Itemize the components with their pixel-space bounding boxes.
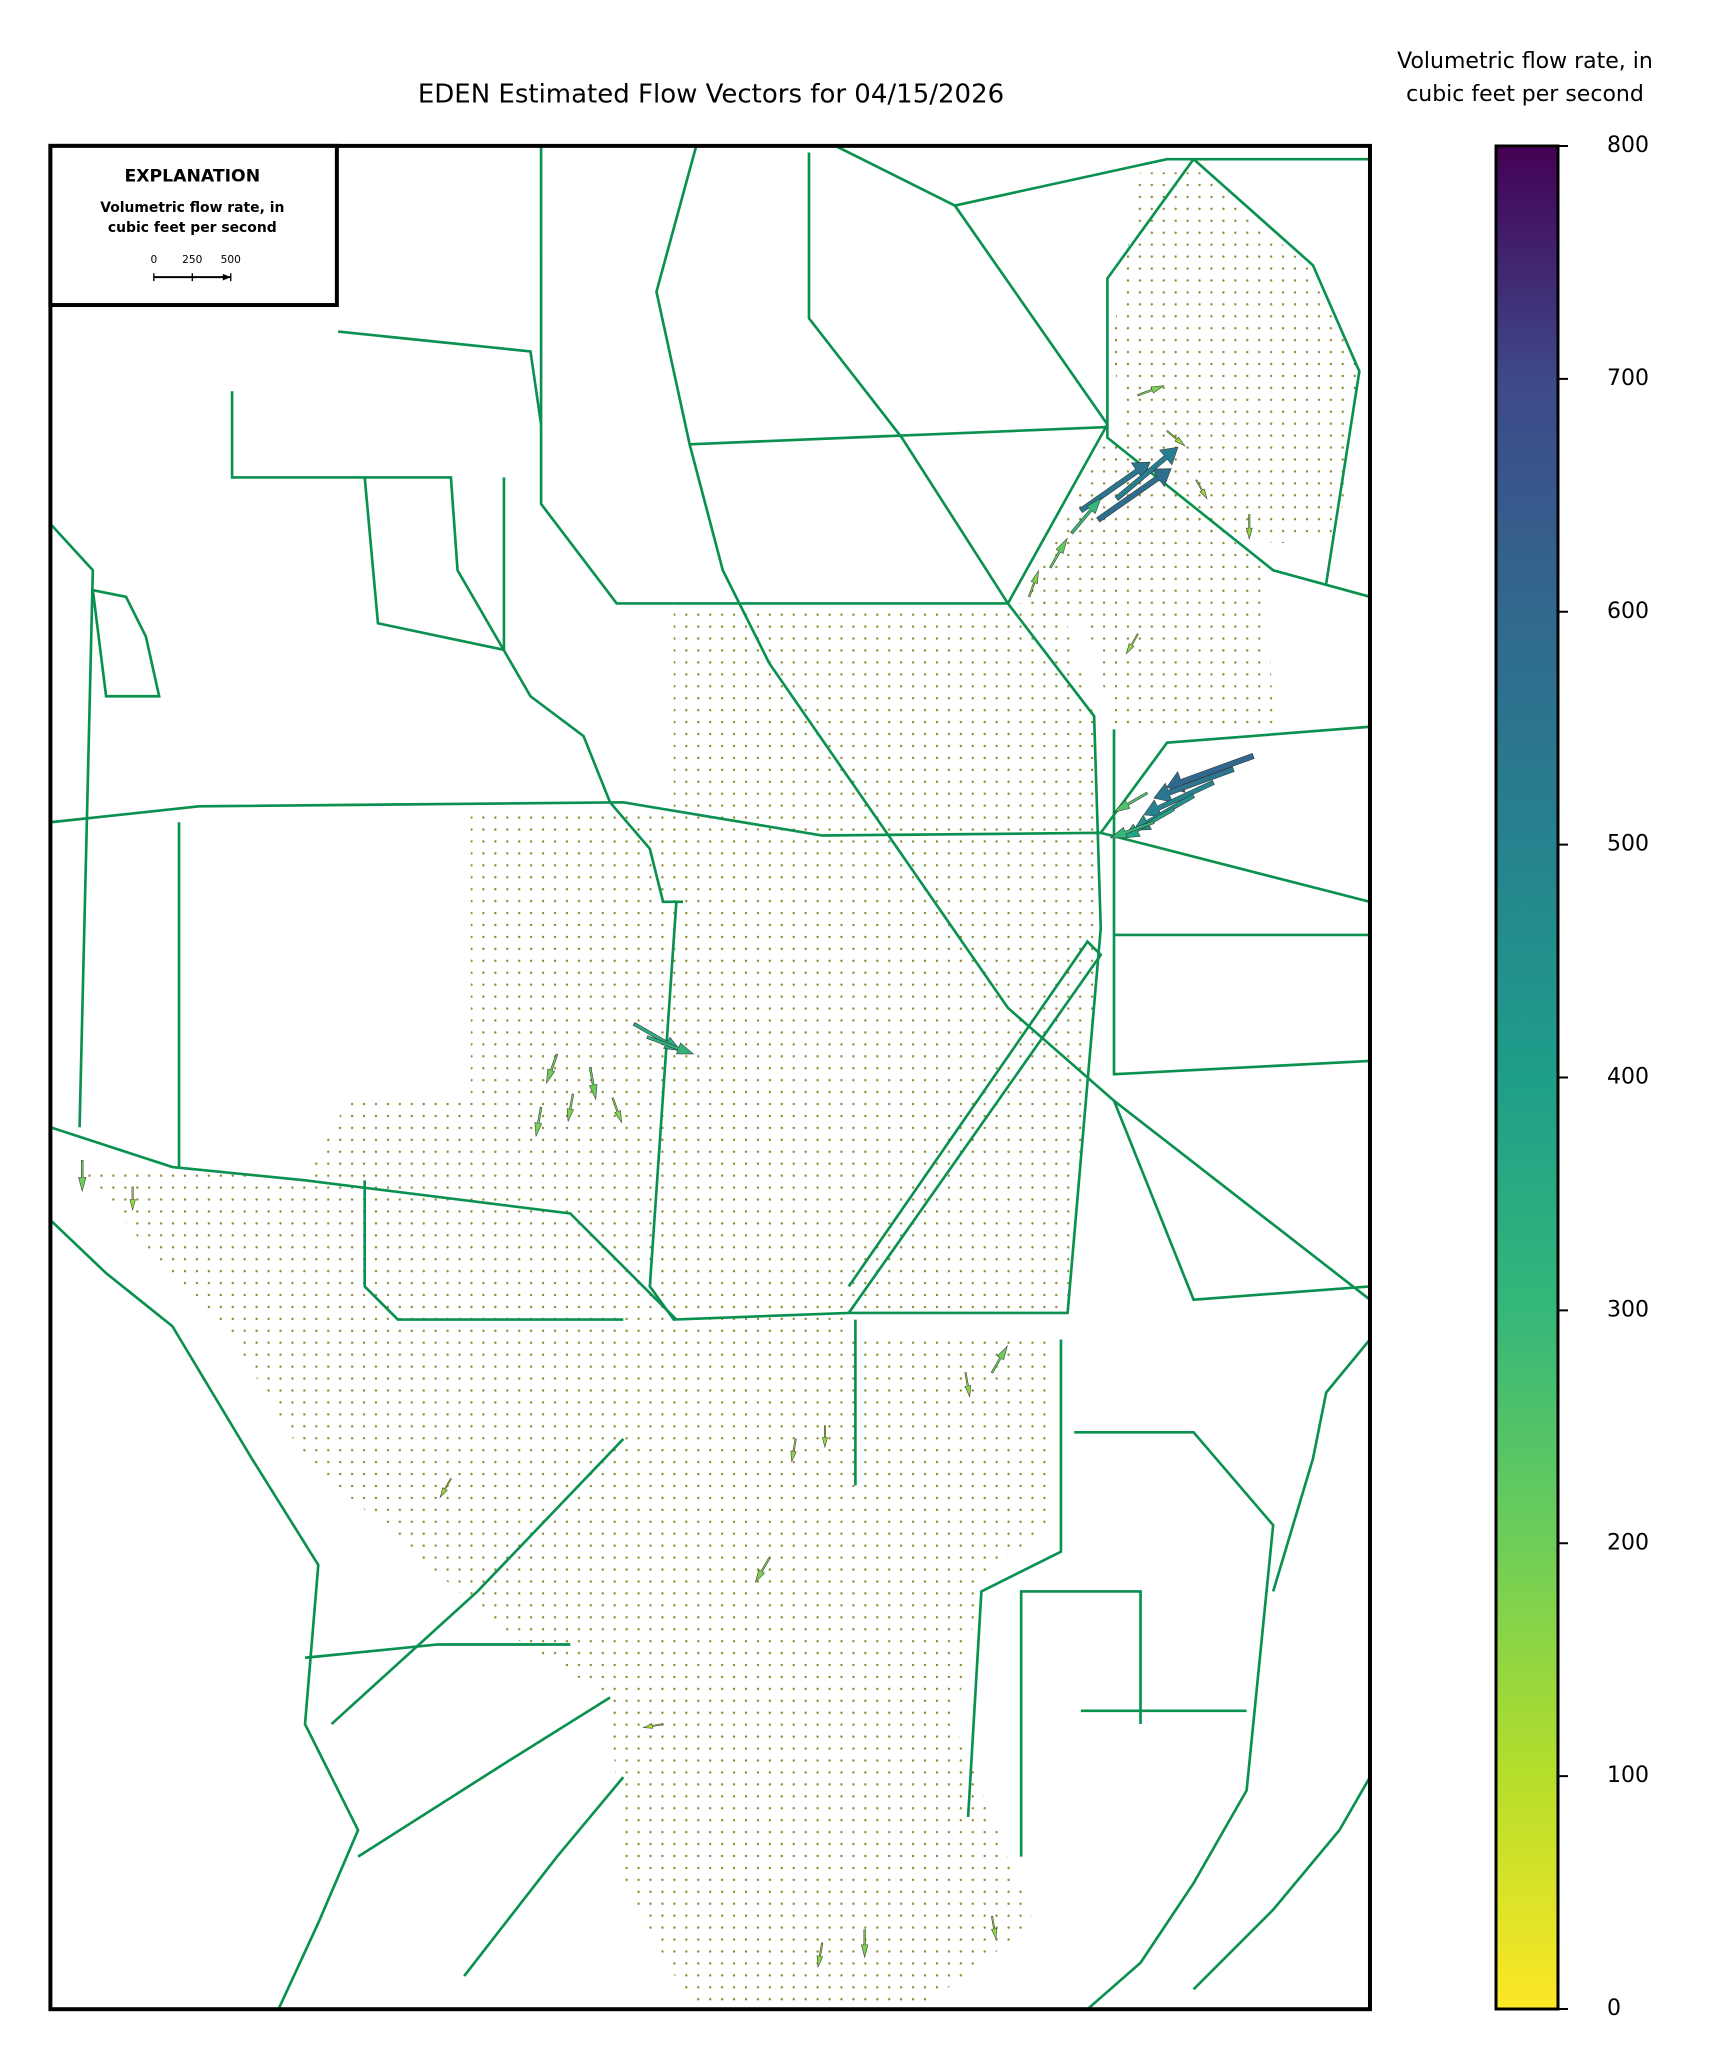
flow-vector [1153,766,1235,803]
canal [1074,1430,1275,2010]
colorbar-tick-label: 600 [1607,599,1649,624]
flow-vector [566,1093,575,1123]
canal [91,588,161,698]
flow-vector [1137,385,1165,397]
canal [357,1696,611,1858]
explanation-label: Volumetric flow rate, in [100,200,284,216]
canal [689,425,1108,446]
flow-vector [1125,633,1139,655]
scale-tick-label: 0 [150,254,157,266]
flow-vector [642,1723,664,1729]
flow-vector [816,1942,824,1969]
flow-vector [821,1425,828,1449]
flow-vector [1143,780,1215,817]
canal [50,1219,360,2010]
canal [50,1126,678,1321]
canal [363,477,506,652]
canal [966,1339,1063,1817]
scale-tick-label: 500 [221,254,241,266]
canal [230,391,683,904]
canal [1192,158,1361,584]
explanation-box: EXPLANATION Volumetric flow rate, in cub… [48,143,339,308]
colorbar [1494,144,1560,2011]
canal [847,939,1103,1314]
explanation-label: cubic feet per second [108,220,277,236]
flow-vector [588,1067,598,1101]
colorbar-tick-label: 100 [1607,1763,1649,1788]
flow-vector [1114,446,1179,501]
canal [648,602,1103,1321]
canal [1192,1776,1370,1991]
canal [539,145,674,605]
flow-vector [754,1557,771,1584]
map-frame [48,143,1372,2012]
flow-vector [611,1097,622,1124]
flow-vector [1245,514,1253,541]
canal [50,522,95,1128]
canal [338,330,543,425]
flow-vector [1028,569,1039,598]
flow-vector [1049,537,1068,569]
canal [1019,1590,1142,1857]
flow-vector [1096,468,1172,523]
flow-vector [861,1929,869,1959]
colorbar-tick-label: 0 [1607,1996,1621,2021]
scale-arrowhead [222,273,231,281]
explanation-frame [48,143,339,308]
canal [1112,729,1370,1076]
colorbar-tick-label: 400 [1607,1065,1649,1090]
flow-vector [991,1915,998,1941]
scale-tick-label: 250 [182,254,202,266]
canal [736,145,1370,207]
flow-vector [534,1106,543,1138]
flow-vector [964,1372,972,1398]
flow-vector [790,1438,797,1463]
flow-vector [1195,479,1208,500]
map-title: EDEN Estimated Flow Vectors for 04/15/20… [418,80,1004,110]
canal [1106,158,1370,599]
colorbar-ticks: 0 100 200 300 400 500 600 700 800 [1558,133,1649,2021]
canal [330,1438,625,1726]
model-grid [79,603,1101,2003]
flow-vector [129,1186,136,1212]
flow-vector [1113,791,1149,813]
flow-vector [990,1345,1008,1374]
colorbar-tick-label: 500 [1607,832,1649,857]
canal [304,1643,571,1660]
canal [50,801,1370,904]
canal [363,1180,624,1321]
flow-vector [78,1160,87,1193]
colorbar-label: Volumetric flow rate, in [1397,49,1653,74]
flow-vector [1109,820,1155,839]
map: EXPLANATION Volumetric flow rate, in cub… [48,143,1372,2012]
flow-vector [1070,497,1102,535]
flow-vector [546,1053,559,1085]
canal [807,152,1010,605]
flow-vectors [78,385,1255,1969]
canal [463,1776,625,1977]
explanation-title: EXPLANATION [124,166,260,186]
map-layers [50,145,1370,2010]
colorbar-tick-label: 300 [1607,1297,1649,1322]
colorbar-tick-label: 200 [1607,1530,1649,1555]
flow-vector [646,1035,695,1055]
flow-vector [1166,430,1186,447]
canal [1099,725,1370,834]
colorbar-tick-label: 700 [1607,366,1649,391]
canal [655,145,771,664]
canal [1112,1100,1370,1302]
colorbar-tick-label: 800 [1607,133,1649,158]
flow-vector [439,1478,452,1499]
colorbar-label: cubic feet per second [1406,82,1644,107]
canal [768,662,1370,1301]
canal [1271,1338,1370,1592]
